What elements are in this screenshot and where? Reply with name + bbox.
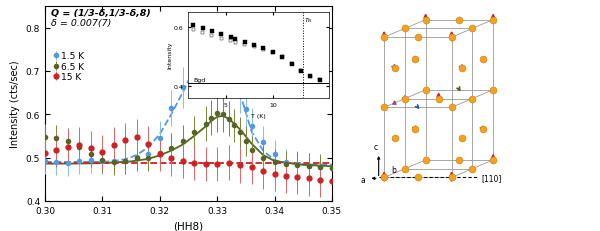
X-axis label: (HH8): (HH8) xyxy=(173,220,203,230)
Text: c: c xyxy=(374,143,378,152)
Text: a: a xyxy=(361,176,366,184)
Text: b: b xyxy=(391,166,396,175)
Legend: 1.5 K, 6.5 K, 15 K: 1.5 K, 6.5 K, 15 K xyxy=(52,51,85,82)
Y-axis label: Intensity (cts/sec): Intensity (cts/sec) xyxy=(10,60,20,148)
Text: δ = 0.007(7): δ = 0.007(7) xyxy=(51,19,111,28)
Text: Q = (1/3-δ,1/3-δ,8): Q = (1/3-δ,1/3-δ,8) xyxy=(51,9,151,18)
Text: [110]: [110] xyxy=(481,173,502,182)
